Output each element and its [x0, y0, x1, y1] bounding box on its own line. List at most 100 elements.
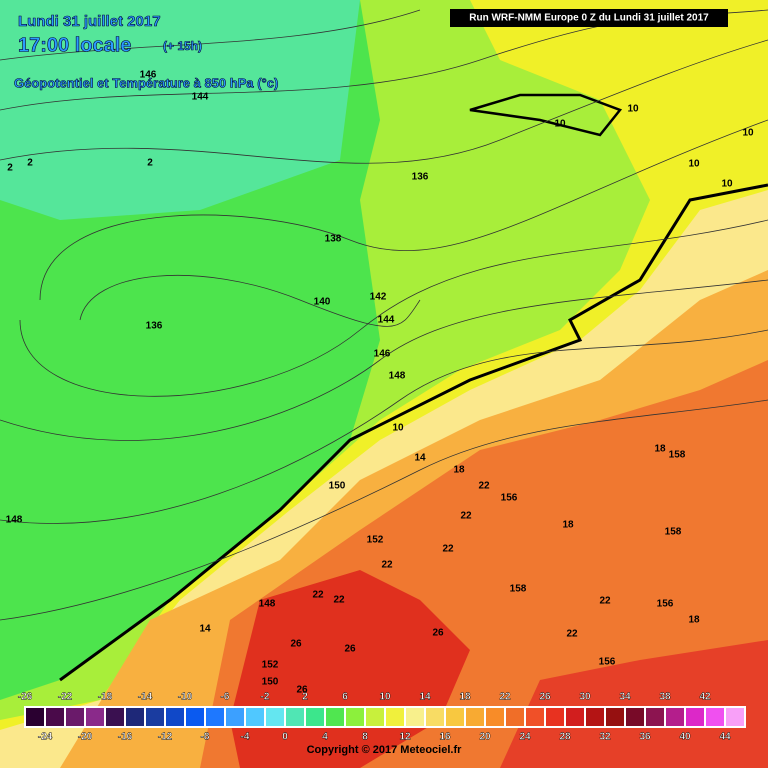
legend-swatch	[126, 708, 144, 726]
legend-label: 2	[302, 692, 308, 703]
contour-label: 10	[721, 179, 733, 190]
contour-label: 22	[460, 511, 472, 522]
legend-label: 34	[619, 692, 631, 703]
contour-label: 22	[566, 629, 578, 640]
legend-swatch	[206, 708, 224, 726]
contour-line	[19, 219, 768, 397]
legend-swatch	[226, 708, 244, 726]
legend-frame	[24, 706, 746, 728]
contour-label: 152	[262, 660, 279, 671]
legend-swatch	[366, 708, 384, 726]
contour-line	[0, 279, 768, 441]
contour-label: 146	[140, 70, 157, 81]
legend-swatch	[526, 708, 544, 726]
legend-label: -16	[118, 732, 133, 743]
contour-label: 152	[367, 535, 384, 546]
legend-label: 0	[282, 732, 288, 743]
legend-label: 44	[719, 732, 731, 743]
contour-label: 150	[262, 677, 279, 688]
contour-label: 22	[599, 596, 611, 607]
legend-swatch	[466, 708, 484, 726]
contour-label: 2	[147, 158, 153, 169]
contour-line	[39, 119, 768, 301]
legend-label: -24	[38, 732, 53, 743]
legend-swatch	[346, 708, 364, 726]
legend-swatch	[386, 708, 404, 726]
contour-line	[0, 399, 768, 621]
legend-label: 16	[439, 732, 451, 743]
legend-label: 24	[519, 732, 531, 743]
legend-swatch	[546, 708, 564, 726]
legend-label: -14	[138, 692, 153, 703]
contour-label: 18	[562, 520, 574, 531]
contour-label: 148	[259, 599, 276, 610]
legend-swatch	[446, 708, 464, 726]
legend-label: 40	[679, 732, 691, 743]
contour-label: 156	[657, 599, 674, 610]
contour-label: 22	[312, 590, 324, 601]
contour-label: 2	[27, 158, 33, 169]
legend-swatch	[286, 708, 304, 726]
contour-label: 14	[199, 624, 211, 635]
legend-swatch	[106, 708, 124, 726]
time: 17:00 locale	[18, 34, 131, 56]
contour-label: 22	[478, 481, 490, 492]
legend-label: 26	[539, 692, 551, 703]
offset: (+ 15h)	[163, 39, 202, 53]
contour-label: 144	[192, 92, 209, 103]
contour-line	[0, 9, 421, 61]
legend-label: -8	[201, 732, 210, 743]
header: Lundi 31 juillet 2017 17:00 locale (+ 15…	[14, 9, 728, 91]
run-box	[450, 9, 728, 27]
legend-swatch	[706, 708, 724, 726]
legend-label: -22	[58, 692, 73, 703]
legend: -26 -22 -18 -14 -10 -6 -2 2 6 10 14 18 22 26 30 34 38 42-…	[18, 691, 746, 743]
contour-label: 150	[329, 481, 346, 492]
legend-label: 12	[399, 732, 411, 743]
contour-line	[0, 39, 768, 164]
legend-label: 22	[499, 692, 511, 703]
contour-label: 158	[510, 584, 527, 595]
contour-label: 10	[688, 159, 700, 170]
contour-label: 10	[392, 423, 404, 434]
contour-label: 142	[370, 292, 387, 303]
contour-line	[79, 274, 421, 327]
cool-zone	[0, 0, 360, 220]
legend-swatch	[246, 708, 264, 726]
contour-label: 144	[378, 315, 395, 326]
contour-label: 146	[374, 349, 391, 360]
legend-swatch	[686, 708, 704, 726]
legend-label: 4	[322, 732, 328, 743]
legend-swatch	[606, 708, 624, 726]
contour-label: 26	[432, 628, 444, 639]
contour-label: 156	[501, 493, 518, 504]
legend-swatch	[326, 708, 344, 726]
legend-label: 30	[579, 692, 591, 703]
contour-line	[0, 329, 768, 524]
isotherm-line	[469, 93, 623, 137]
legend-swatch	[726, 708, 744, 726]
contour-label: 18	[453, 465, 465, 476]
hot-zone	[500, 640, 768, 768]
legend-swatch	[426, 708, 444, 726]
legend-swatch	[46, 708, 64, 726]
legend-label: 38	[659, 692, 671, 703]
contour-label: 18	[688, 615, 700, 626]
field: Géopotentiel et Température à 850 hPa (°…	[14, 75, 278, 90]
legend-swatch	[186, 708, 204, 726]
legend-label: 14	[419, 692, 431, 703]
contour-label: 138	[325, 234, 342, 245]
legend-label: -18	[98, 692, 113, 703]
contour-label: 140	[314, 297, 331, 308]
contour-label: 10	[627, 104, 639, 115]
legend-label: -10	[178, 692, 193, 703]
legend-label: -12	[158, 732, 173, 743]
contour-label: 158	[665, 527, 682, 538]
copyright: Copyright © 2017 Meteociel.fr	[307, 744, 463, 756]
legend-label: 20	[479, 732, 491, 743]
run: Run WRF-NMM Europe 0 Z du Lundi 31 juill…	[469, 13, 709, 24]
contour-label: 26	[344, 644, 356, 655]
legend-swatch	[666, 708, 684, 726]
contour-label: 2	[7, 163, 13, 174]
